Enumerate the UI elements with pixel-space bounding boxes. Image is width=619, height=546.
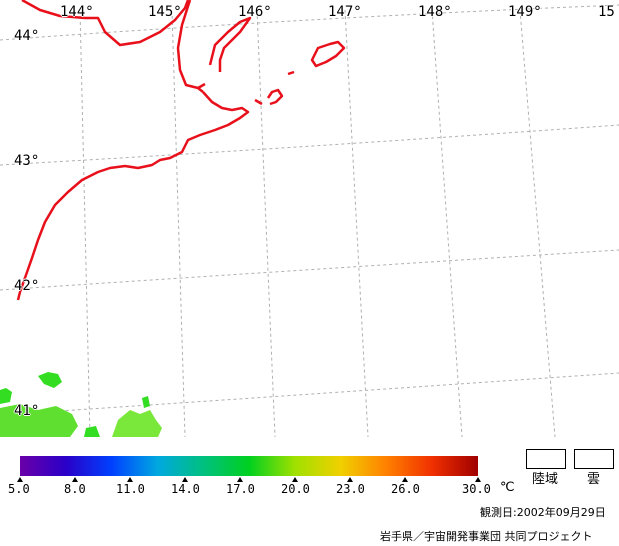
land-label: 陸域	[532, 472, 559, 487]
colorbar-tick-marker	[475, 477, 481, 482]
lon-label-145: 145°	[148, 4, 182, 20]
credit-text: 岩手県／宇宙開発事業団 共同プロジェクト	[380, 530, 593, 543]
colorbar-tick: 11.0	[116, 482, 145, 496]
lon-label-147: 147°	[328, 4, 362, 20]
lon-label-150: 15	[598, 4, 615, 20]
sst-pixels	[0, 372, 162, 437]
graticule	[0, 4, 619, 438]
cloud-swatch	[574, 449, 614, 469]
colorbar-unit: ℃	[500, 480, 515, 495]
colorbar-tick-marker	[347, 477, 353, 482]
colorbar-tick: 14.0	[171, 482, 200, 496]
colorbar-tick: 20.0	[281, 482, 310, 496]
lon-label-149: 149°	[508, 4, 542, 20]
lat-label-42: 42°	[14, 278, 40, 294]
lat-label-43: 43°	[14, 153, 40, 169]
colorbar-tick-marker	[17, 477, 23, 482]
lat-label-41: 41°	[14, 403, 40, 419]
colorbar-tick-marker	[182, 477, 188, 482]
colorbar-tick-marker	[127, 477, 133, 482]
colorbar-tick-marker	[402, 477, 408, 482]
colorbar-tick: 17.0	[226, 482, 255, 496]
lat-label-44: 44°	[14, 28, 40, 44]
colorbar-tick-marker	[72, 477, 78, 482]
colorbar-tick: 23.0	[336, 482, 365, 496]
land-swatch	[526, 449, 566, 469]
colorbar-tick: 26.0	[391, 482, 420, 496]
observation-date: 観測日:2002年09月29日	[480, 506, 606, 519]
cloud-label: 雲	[587, 472, 601, 487]
lon-label-144: 144°	[60, 4, 94, 20]
colorbar-gradient	[20, 456, 478, 476]
colorbar-tick: 8.0	[64, 482, 86, 496]
lon-label-146: 146°	[238, 4, 272, 20]
colorbar-tick: 5.0	[8, 482, 30, 496]
lon-label-148: 148°	[418, 4, 452, 20]
coastline	[16, 0, 346, 301]
colorbar-tick: 30.0	[462, 482, 491, 496]
colorbar-tick-marker	[292, 477, 298, 482]
colorbar	[17, 456, 481, 482]
colorbar-tick-marker	[237, 477, 243, 482]
